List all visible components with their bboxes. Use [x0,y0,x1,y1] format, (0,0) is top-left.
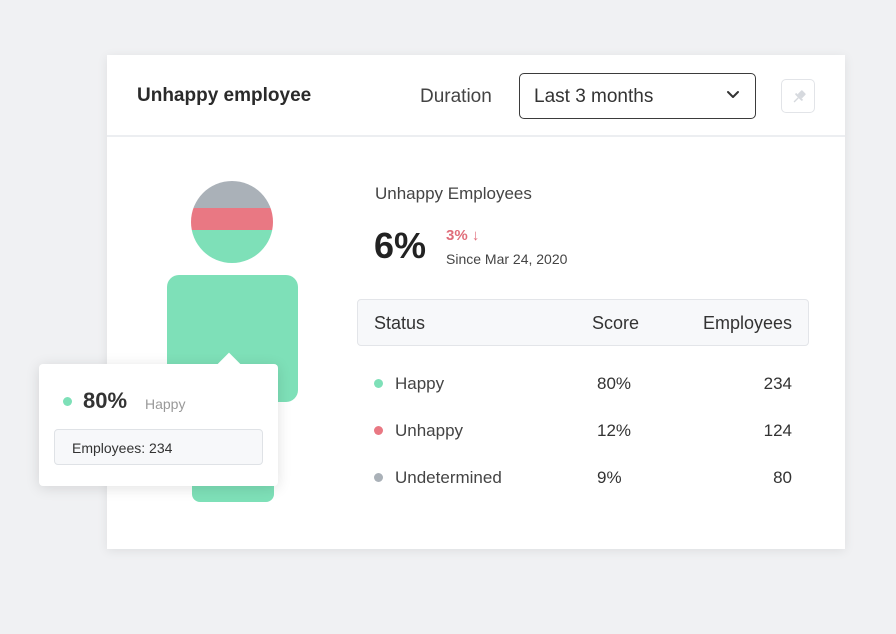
row-score: 80% [597,374,632,393]
row-score: 9% [597,468,622,487]
row-status: Unhappy [395,421,464,440]
head-band-undetermined [191,181,273,208]
card-title: Unhappy employee [137,85,312,106]
column-header-score: Score [592,313,640,333]
metric-since: Since Mar 24, 2020 [446,251,568,267]
metric-label: Unhappy Employees [375,184,532,203]
row-employees: 80 [773,468,792,487]
chevron-down-icon [725,86,741,102]
column-header-employees: Employees [702,313,792,333]
row-employees: 124 [763,421,792,440]
row-status: Undetermined [395,468,502,487]
status-dot-undetermined [374,473,383,482]
row-status: Happy [395,374,445,393]
card-header: Unhappy employee Duration Last 3 months [107,55,845,137]
metric-delta: 3% ↓ [446,227,480,244]
duration-select-value: Last 3 months [534,86,654,107]
tooltip-employees-box: Employees: 234 [54,429,263,465]
head-band-unhappy [191,208,273,230]
tooltip-label: Happy [145,396,186,412]
figure-head [191,181,273,263]
table-row: Happy 80% 234 [357,369,809,399]
table-row: Undetermined 9% 80 [357,463,809,493]
table-row: Unhappy 12% 124 [357,416,809,446]
status-dot-happy [63,397,72,406]
status-dot-happy [374,379,383,388]
head-band-happy [191,230,273,263]
row-score: 12% [597,421,632,440]
duration-label: Duration [420,86,492,107]
tooltip-employees-text: Employees: 234 [72,440,173,456]
happy-tooltip: 80% Happy Employees: 234 [39,352,278,486]
row-employees: 234 [763,374,792,393]
table-header: Status Score Employees [357,299,809,346]
tooltip-value: 80% [83,388,128,413]
status-dot-unhappy [374,426,383,435]
metric-value: 6% [374,225,427,266]
duration-select[interactable]: Last 3 months [519,73,756,119]
column-header-status: Status [374,313,426,333]
pin-button[interactable] [781,79,815,113]
